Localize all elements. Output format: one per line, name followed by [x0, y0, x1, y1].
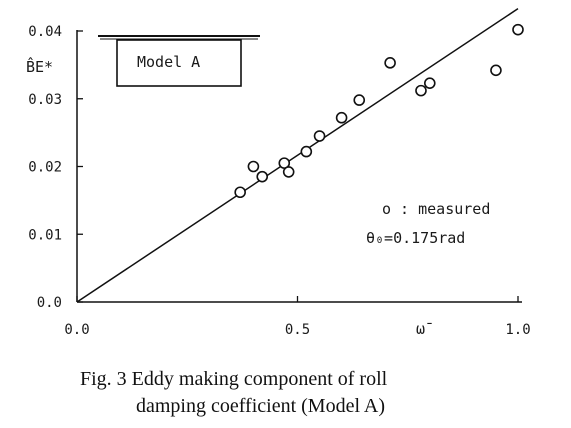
fit-line: [76, 8, 519, 303]
data-point: [256, 170, 269, 183]
caption-line-2: damping coefficient (Model A): [136, 395, 386, 417]
data-point: [423, 77, 436, 89]
data-point: [234, 186, 246, 199]
data-point: [247, 160, 260, 173]
y-tick-label: 0.04: [28, 24, 62, 40]
y-axis-label: B̂E*: [26, 56, 53, 76]
y-tick-label: 0.0: [37, 295, 62, 311]
y-tick-label: 0.03: [28, 92, 62, 108]
data-point: [335, 111, 348, 124]
data-point: [415, 84, 427, 97]
legend-measured: o : measured: [382, 200, 490, 218]
x-tick-label: 1.0: [505, 322, 530, 338]
caption-line-1: Fig. 3 Eddy making component of roll: [80, 368, 388, 390]
legend: o : measured θ₀=0.175rad: [366, 200, 490, 247]
data-point: [512, 23, 524, 36]
legend-condition: θ₀=0.175rad: [366, 229, 465, 247]
plot-area: [76, 8, 524, 303]
data-point: [384, 57, 396, 69]
data-point: [278, 157, 291, 169]
data-point: [313, 130, 326, 142]
y-tick-label: 0.02: [28, 160, 62, 176]
data-point: [490, 64, 502, 77]
x-axis-label: ω̄: [416, 320, 432, 338]
model-label-box: Model A: [98, 35, 260, 87]
data-point: [353, 94, 366, 106]
data-point: [282, 166, 295, 178]
data-point: [300, 145, 313, 158]
y-tick-label: 0.01: [28, 227, 62, 243]
x-tick-label: 0.0: [64, 322, 89, 338]
axis-ticks: 0.0 0.01 0.02 0.03 0.04 0.0 0.5 1.0: [28, 24, 530, 338]
figure-caption: Fig. 3 Eddy making component of roll dam…: [80, 366, 387, 420]
model-label: Model A: [137, 53, 200, 71]
x-tick-label: 0.5: [285, 322, 310, 338]
